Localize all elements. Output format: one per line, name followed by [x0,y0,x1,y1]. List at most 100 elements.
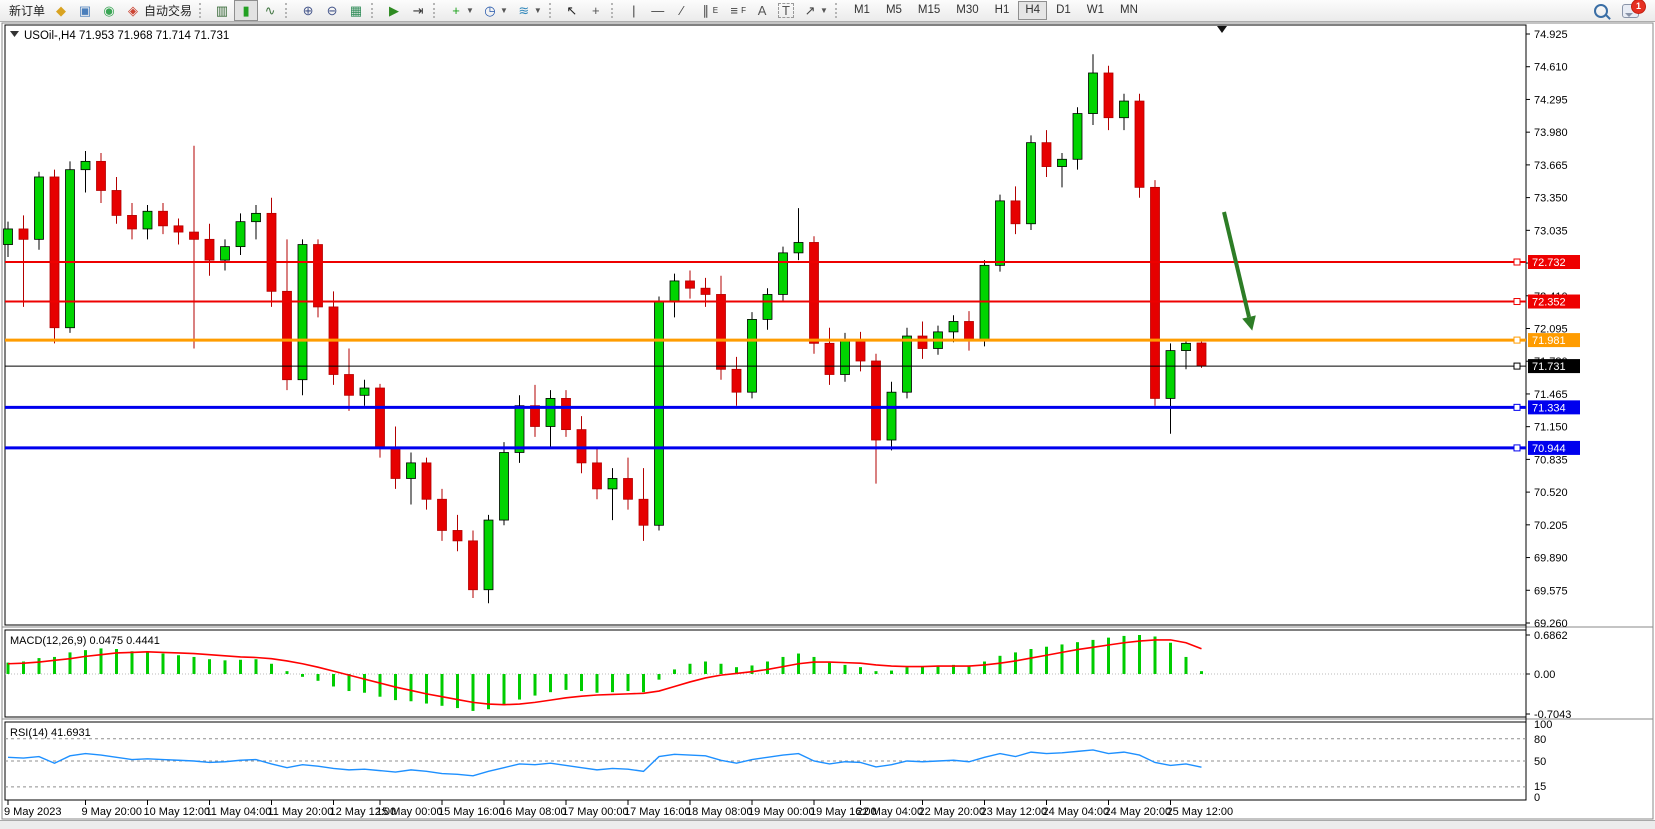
bull-candle [80,160,91,171]
arrows-icon[interactable]: ↗ ▼ [798,0,832,21]
tile-windows-icon[interactable]: ▦ [344,0,368,21]
bear-candle [576,429,587,464]
chart-window[interactable]: 74.925 74.610 74.295 73.980 73.665 73.350 73.0… [0,22,1655,820]
line-chart-icon[interactable]: ∿ [258,0,282,21]
horizontal-line-icon[interactable]: — [646,0,670,21]
bear-candle [96,160,106,191]
bull-candle [902,335,912,393]
price-line-badge-text: 71.981 [1532,335,1566,347]
bull-candle [995,200,1005,266]
time-axis-label: 19 May 00:00 [748,806,815,818]
fibonacci-icon[interactable]: ≡ F [722,0,750,21]
bull-candle [1119,100,1129,119]
timeframe-mn[interactable]: MN [1120,4,1138,16]
cursor-icon[interactable]: ↖ [560,0,584,21]
horizontal-line-objects[interactable] [5,258,1526,452]
dropdown-caret-icon[interactable]: ▼ [533,6,542,15]
zoom-out-icon: ⊖ [326,3,338,18]
bear-candle [917,335,928,349]
bear-candle [731,368,742,393]
vertical-line-icon[interactable]: | [622,0,646,21]
dropdown-caret-icon[interactable]: ▼ [499,6,508,15]
bear-candle [204,238,215,261]
dropdown-caret-icon[interactable]: ▼ [466,6,474,15]
crosshair-icon[interactable]: + [584,0,608,21]
bear-candle [173,225,184,233]
bar-chart-icon[interactable]: ▥ [210,0,234,21]
market-watch-icon[interactable]: ◆ [49,0,73,21]
charts-window-icon[interactable]: ▣ [73,0,97,21]
line-chart-icon: ∿ [264,3,276,18]
indicators-icon[interactable]: ≋ ▼ [512,0,546,21]
price-line-badge [1528,440,1580,455]
line-drag-handle [1513,298,1521,306]
candlestick-chart-icon[interactable]: ▮ [234,0,259,21]
main-toolbar: 新订单 ◆ ▣ ◉ ◈ 自动交易 ▥ ▮ ∿ ⊕ ⊖ ▦ ▶ ⇥ + ▼ ◷ ▼ ≋ ▼ ↖ + | — ∕ ∥ E ≡ F A T ↗ ▼ M1… [0,0,1655,22]
new-chart-icon[interactable]: + ▼ [444,0,478,21]
autotrading-button: ◈ [128,3,139,18]
timeframe-m30[interactable]: M30 [956,4,979,16]
autotrading-button[interactable]: ◈ 自动交易 [121,0,196,21]
chart-shift-marker[interactable] [1217,26,1227,33]
timeframe-m5[interactable]: M5 [885,4,902,16]
bull-candle [406,462,416,479]
cursor-icon: ↖ [566,3,578,18]
time-axis-label: 19 May 16:00 [810,806,877,818]
time-axis-label: 11 May 20:00 [268,806,334,818]
rsi-scale-label: 15 [1534,781,1546,793]
price-axis-label: 71.465 [1534,389,1568,401]
line-drag-handle [1513,444,1521,452]
price-axis-label: 71.150 [1534,422,1568,434]
trendline-icon: ∕ [680,3,683,18]
timeframe-d1[interactable]: D1 [1056,4,1071,16]
symbol-dropdown-icon[interactable] [10,31,19,37]
signals-icon[interactable]: ◉ [97,0,121,21]
bear-candle [452,530,463,542]
price-line-badge-text: 72.732 [1532,257,1566,269]
text-icon[interactable]: A [750,0,774,21]
search-icon[interactable] [1594,3,1608,18]
price-axis-label: 73.980 [1534,127,1568,139]
bull-candle [778,252,788,295]
price-axis-label: 74.925 [1534,29,1568,41]
chart-shift-icon: ⇥ [412,3,424,18]
bear-candle [623,478,633,500]
chart-shift-icon[interactable]: ⇥ [406,0,430,21]
bear-candle [344,374,354,396]
chat-icon[interactable]: 1 [1622,0,1646,18]
price-axis-label: 73.350 [1534,193,1568,205]
fibonacci-icon: ≡ [730,3,738,18]
chart-canvas[interactable]: 74.925 74.610 74.295 73.980 73.665 73.350 73.0… [0,22,1655,820]
equidistant-channel-icon[interactable]: ∥ E [694,0,722,21]
bear-candle [127,215,137,230]
bear-candle [111,190,122,216]
new-chart-icon: + [452,3,460,18]
new-order-button[interactable]: 新订单 [2,0,49,21]
timeframe-h4[interactable]: H4 [1018,1,1048,20]
bull-candle [499,452,509,521]
bull-candle [545,398,556,427]
trendline-icon[interactable]: ∕ [670,0,694,21]
arrow-object[interactable] [1222,211,1256,331]
text-label-icon[interactable]: T [774,0,798,21]
bear-candle [158,210,168,227]
dropdown-caret-icon[interactable]: ▼ [820,6,828,15]
zoom-out-icon[interactable]: ⊖ [320,0,344,21]
timeframe-m15[interactable]: M15 [917,4,941,16]
market-watch-icon: ◆ [56,3,67,18]
periods-icon[interactable]: ◷ ▼ [478,0,512,21]
macd-scale-label: 0.6862 [1534,630,1568,642]
price-axis[interactable]: 74.925 74.610 74.295 73.980 73.665 73.350 73.0… [1526,29,1580,630]
auto-scroll-icon[interactable]: ▶ [382,0,406,21]
text-icon: A [757,3,767,18]
macd-scale-label: -0.7043 [1534,709,1571,721]
timeframe-m1[interactable]: M1 [853,4,870,16]
timeframe-h1[interactable]: H1 [994,4,1010,16]
zoom-in-icon[interactable]: ⊕ [296,0,320,21]
price-axis-label: 70.520 [1534,487,1568,499]
bull-candle [886,391,897,441]
time-axis-label: 10 May 12:00 [144,806,211,818]
timeframe-w1[interactable]: W1 [1086,4,1105,16]
bear-candle [468,540,478,591]
